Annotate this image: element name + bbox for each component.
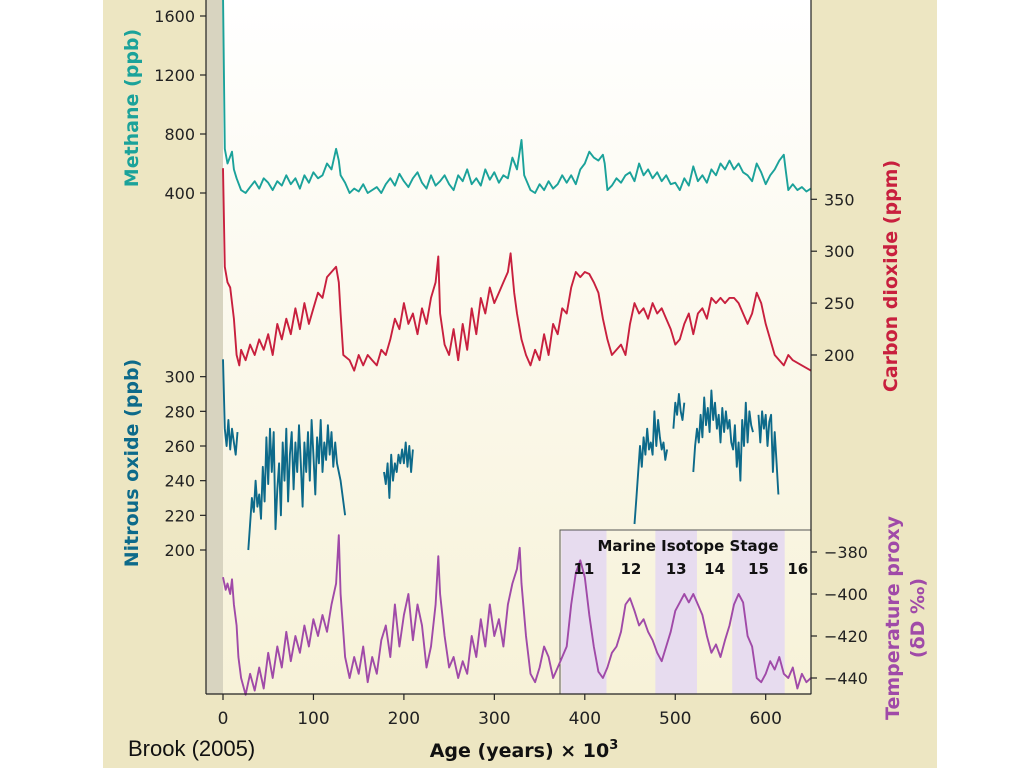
methane-tick-label: 1200: [154, 66, 195, 85]
methane-line: [222, 0, 812, 194]
plot-area: [206, 0, 811, 694]
stage-label-13: 13: [666, 560, 687, 578]
left-gray-strip: [206, 0, 223, 694]
x-tick-label: 0: [218, 709, 229, 729]
co2-tick-label: 200: [824, 346, 855, 365]
stage-label-15: 15: [748, 560, 769, 578]
x-axis-title: Age (years) × 103: [430, 738, 619, 762]
n2o-tick-label: 260: [164, 437, 195, 456]
stage-label-14: 14: [704, 560, 725, 578]
x-tick-label: 600: [749, 709, 781, 729]
x-tick-label: 400: [569, 709, 601, 729]
n2o-tick-label: 240: [164, 472, 195, 491]
n2o-line-1: [222, 359, 239, 456]
methane-tick-label: 800: [164, 125, 195, 144]
x-tick-label: 500: [659, 709, 691, 729]
stage-label-16: 16: [787, 560, 808, 578]
stage-band-11: [561, 530, 607, 694]
x-tick-label: 300: [478, 709, 510, 729]
co2-tick-label: 250: [824, 294, 855, 313]
stage-band-13: [655, 530, 697, 694]
series-lines: [222, 0, 812, 696]
labels: 11 12 13 14 15 16 Marine Isotope Stage 0 100 200 3…: [121, 7, 929, 762]
co2-line: [222, 168, 812, 372]
temperature-tick-label: −400: [824, 585, 868, 604]
temperature-axis-title-line1: Temperature proxy: [882, 515, 904, 720]
n2o-tick-label: 280: [164, 402, 195, 421]
n2o-line-4: [633, 410, 669, 525]
n2o-axis-title: Nitrous oxide (ppb): [121, 359, 143, 567]
co2-tick-label: 300: [824, 242, 855, 261]
temperature-axis-title-line2: (δD ‰): [907, 578, 929, 658]
co2-tick-label: 350: [824, 190, 855, 209]
stage-label-12: 12: [620, 560, 641, 578]
stage-title: Marine Isotope Stage: [597, 537, 778, 555]
methane-tick-label: 1600: [154, 7, 195, 26]
temperature-tick-label: −440: [824, 669, 868, 688]
n2o-tick-label: 220: [164, 506, 195, 525]
n2o-line-3: [383, 441, 414, 499]
n2o-tick-label: 200: [164, 541, 195, 560]
axes: [200, 0, 817, 700]
temperature-tick-label: −420: [824, 627, 868, 646]
methane-axis-title: Methane (ppb): [121, 29, 143, 187]
n2o-tick-label: 300: [164, 368, 195, 387]
stage-label-11: 11: [573, 560, 594, 578]
x-tick-label: 100: [297, 709, 329, 729]
n2o-line-2: [247, 419, 347, 551]
methane-tick-label: 400: [164, 184, 195, 203]
n2o-line-5: [672, 393, 686, 429]
x-tick-label: 200: [388, 709, 420, 729]
n2o-line-7: [757, 410, 780, 495]
n2o-line-6: [692, 389, 754, 482]
co2-axis-title: Carbon dioxide (ppm): [880, 160, 902, 392]
credit-text: Brook (2005): [128, 736, 256, 761]
temperature-tick-label: −380: [824, 543, 868, 562]
temperature-line: [222, 534, 812, 696]
